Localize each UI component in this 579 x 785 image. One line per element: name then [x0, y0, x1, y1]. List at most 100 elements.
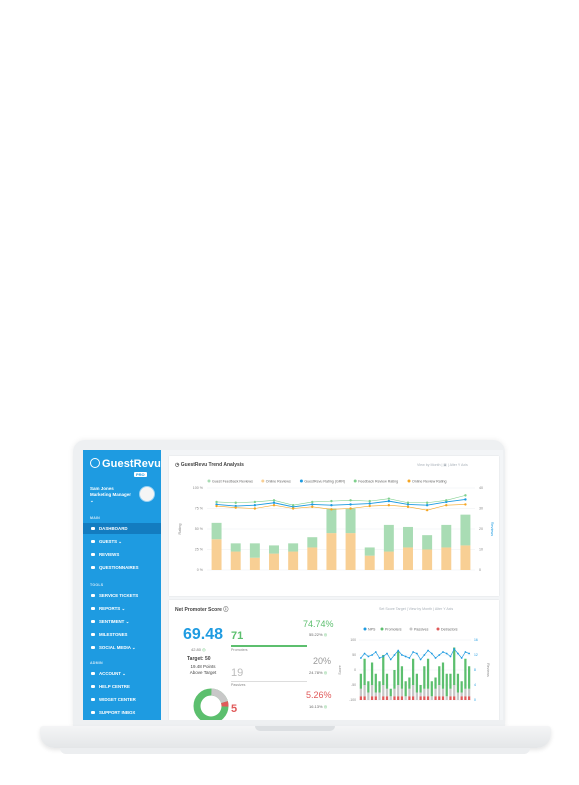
line-point [311, 500, 314, 504]
sidebar-item-guests[interactable]: GUESTS ⌄ [83, 536, 161, 547]
nav-icon [91, 633, 95, 636]
nav-icon [91, 620, 95, 623]
bar-detractors [449, 696, 452, 700]
sidebar-item-widget-center[interactable]: WIDGET CENTER [83, 694, 161, 705]
line-point [387, 497, 391, 500]
line-point [330, 508, 333, 511]
y-tick-label: 50 % [195, 527, 204, 531]
laptop-screen: GuestRevu PRO Sam Jones Marketing Manage… [83, 450, 503, 720]
line-point [425, 508, 429, 512]
bar-passives [374, 692, 377, 697]
nav-icon [91, 711, 95, 714]
bar-passives [359, 688, 362, 697]
legend-marker [407, 479, 411, 483]
bar-online-reviews [326, 533, 337, 570]
line-point [406, 501, 410, 504]
nps-donut [193, 688, 229, 720]
nps-chart: NPS Promoters Passives Detractors 100 50 0 -50 -… [338, 627, 490, 702]
sidebar-item-label: SENTIMENT ⌄ [99, 619, 130, 624]
bar-detractors [363, 696, 366, 700]
bar-promoters [460, 681, 463, 693]
nps-above-target: 19.48 Points Above Target [189, 664, 217, 675]
bar-promoters [430, 681, 433, 697]
trend-controls[interactable]: View by Month | ▣ | Alter Y Axis [417, 463, 468, 467]
line-nps [360, 648, 470, 661]
nav-icon [91, 672, 95, 675]
line-point [468, 652, 471, 655]
line-point [291, 505, 295, 509]
bar-detractors [370, 696, 374, 700]
bar-detractors [408, 696, 411, 700]
sidebar-item-label: SERVICE TICKETS [99, 593, 139, 598]
y2-tick-label: 30 [479, 507, 483, 511]
bar-passives [460, 692, 463, 697]
bar-detractors [468, 696, 471, 700]
bar-online-reviews [364, 555, 375, 570]
bar-promoters [408, 677, 411, 689]
user-info[interactable]: Sam Jones Marketing Manager ⌄ [90, 486, 131, 504]
sidebar-item-milestones[interactable]: MILESTONES [83, 629, 161, 640]
trend-panel: ◷ GuestRevu Trend Analysis View by Month… [169, 456, 499, 596]
line-point [387, 499, 391, 503]
detractors-pct: 5.26% [306, 690, 332, 700]
line-point [215, 500, 218, 504]
y-axis-label: Rating [178, 524, 182, 535]
y-tick-label: 75 % [195, 507, 204, 511]
sidebar-item-service-tickets[interactable]: SERVICE TICKETS [83, 590, 161, 601]
bar-passives [430, 696, 433, 700]
legend-label: Online Reviews [266, 480, 291, 484]
sidebar-item-support-inbox[interactable]: SUPPORT INBOX [83, 707, 161, 718]
nps-panel: Net Promoter Score ⓘ Set Score Target | … [169, 600, 499, 720]
bar-passives [389, 696, 392, 700]
bar-promoters [438, 666, 441, 685]
sidebar-item-reviews[interactable]: REVIEWS [83, 549, 161, 560]
bar-online-reviews [211, 539, 222, 570]
bar-online-reviews [269, 553, 279, 570]
line-point [408, 657, 411, 659]
bar-promoters [404, 681, 407, 697]
line-point [374, 651, 377, 653]
sidebar-item-dashboard[interactable]: DASHBOARD [83, 523, 161, 534]
y-tick-label: 25 % [195, 548, 204, 552]
sidebar-item-sentiment[interactable]: SENTIMENT ⌄ [83, 616, 161, 627]
line-point [330, 499, 333, 503]
sidebar-item-help-centre[interactable]: HELP CENTRE [83, 681, 161, 692]
line-point [445, 504, 448, 507]
bar-promoters [382, 655, 385, 685]
y-tick-label: 100 [350, 638, 356, 642]
line-point [397, 649, 400, 652]
bar-online-reviews [383, 551, 394, 570]
y-tick-label: 0 [354, 668, 356, 672]
line-point [371, 654, 373, 656]
bar-guest-feedback [269, 545, 279, 554]
line-point [272, 504, 276, 507]
line-point [363, 652, 366, 655]
sidebar-item-reports[interactable]: REPORTS ⌄ [83, 603, 161, 614]
line-point [382, 655, 385, 658]
nps-controls[interactable]: Set Score Target | View by Month | Alter… [379, 607, 454, 611]
bar-promoters [378, 681, 381, 693]
line-point [386, 652, 388, 655]
avatar[interactable] [139, 486, 155, 502]
bar-online-reviews [307, 547, 318, 570]
y-tick-label: 100 % [193, 486, 204, 490]
bar-guest-feedback [307, 537, 318, 548]
legend-label: Guest Feedback Reviews [212, 480, 253, 484]
y-axis-label: Score [338, 665, 342, 674]
line-guestrevu-rating-grr- [216, 499, 466, 508]
sidebar-item-questionnaires[interactable]: QUESTIONNAIRES [83, 562, 161, 573]
y2-axis-label: Reviews [490, 522, 494, 536]
sidebar-item-social-media[interactable]: SOCIAL MEDIA ⌄ [83, 642, 161, 653]
info-icon[interactable]: ⓘ [223, 607, 229, 613]
bar-detractors [382, 696, 385, 700]
line-point [460, 657, 463, 659]
legend-label: Promoters [385, 628, 402, 632]
bar-promoters [441, 662, 445, 689]
line-point [349, 503, 352, 506]
bar-guest-feedback [422, 535, 433, 550]
sidebar-item-account[interactable]: ACCOUNT ⌄ [83, 668, 161, 679]
line-point [253, 500, 257, 504]
line-point [445, 499, 448, 502]
bar-guest-feedback [441, 524, 452, 548]
line-point [359, 657, 362, 659]
